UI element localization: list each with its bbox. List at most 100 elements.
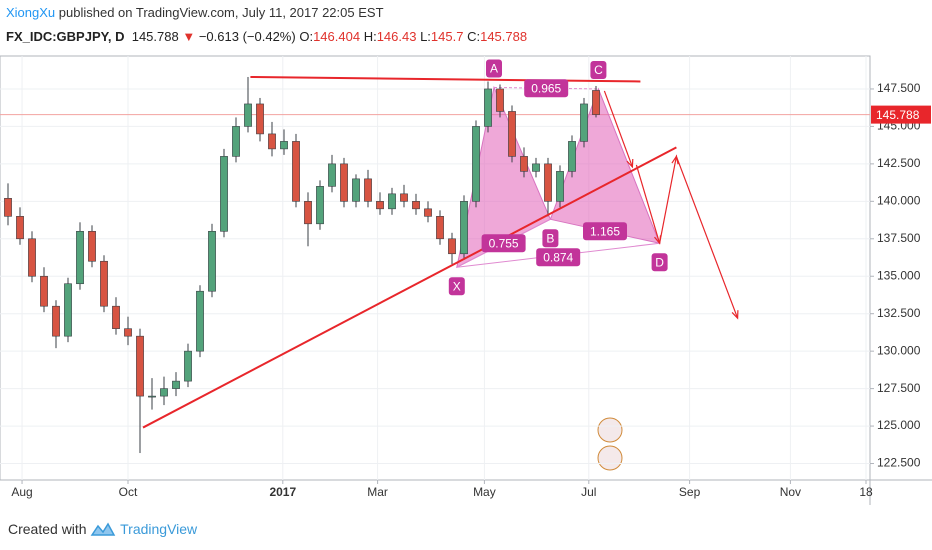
- candle-body: [292, 141, 300, 202]
- point-label: A: [490, 62, 498, 76]
- candle-body: [244, 103, 252, 127]
- point-label-box: [486, 59, 503, 78]
- candle-body: [580, 103, 588, 142]
- open: 146.404: [313, 29, 361, 44]
- candle-body: [148, 395, 156, 398]
- candle-body: [100, 260, 108, 307]
- created-with: Created with: [8, 521, 87, 537]
- candle-body: [196, 290, 204, 352]
- candle-body: [376, 201, 384, 210]
- brand[interactable]: TradingView: [120, 521, 198, 537]
- arrow-head: [626, 158, 634, 169]
- point-label: C: [594, 63, 603, 77]
- change: −0.613 (−0.42%): [198, 29, 296, 44]
- high-label: H:: [363, 29, 377, 44]
- ratio-label: 0.874: [543, 250, 573, 264]
- y-tick-label: 127.500: [877, 381, 921, 395]
- author[interactable]: XiongXu: [6, 5, 56, 20]
- trendline: [250, 75, 641, 83]
- candle-body: [304, 201, 312, 225]
- candle-body: [400, 193, 408, 202]
- candle-body: [208, 230, 216, 292]
- x-tick-label: Jul: [581, 485, 596, 499]
- y-tick-label: 135.000: [877, 268, 921, 282]
- x-tick-label: Mar: [367, 485, 388, 499]
- x-tick-label: 18: [859, 485, 873, 499]
- candle-body: [352, 178, 360, 202]
- candle-body: [448, 238, 456, 255]
- ratio-label: 0.755: [489, 236, 519, 250]
- icon-circle: [597, 417, 623, 443]
- candle-body: [592, 90, 600, 115]
- close: 145.788: [480, 29, 528, 44]
- trendline: [142, 146, 677, 429]
- candle-body: [64, 283, 72, 337]
- candle-body: [88, 230, 96, 262]
- y-tick-label: 130.000: [877, 343, 921, 357]
- ratio-box: [536, 248, 581, 267]
- header-line: XiongXu published on TradingView.com, Ju…: [6, 5, 384, 20]
- candle-body: [484, 88, 492, 127]
- last: 145.788: [131, 29, 179, 44]
- plot-frame: [0, 55, 871, 481]
- candle-body: [556, 171, 564, 202]
- open-label: O:: [299, 29, 314, 44]
- y-tick-label: 137.500: [877, 231, 921, 245]
- candle-body: [172, 380, 180, 389]
- candle-body: [16, 216, 24, 240]
- point-label-box: [590, 60, 607, 79]
- point-label: B: [546, 231, 554, 245]
- low: 145.7: [430, 29, 464, 44]
- cd-arrow: [635, 164, 661, 244]
- ratio-label: 1.165: [590, 224, 620, 238]
- candle-body: [220, 156, 228, 232]
- icon-circle: [597, 445, 623, 471]
- symbol-line: FX_IDC:GBPJPY, D 145.788 ▼ −0.613 (−0.42…: [6, 29, 527, 44]
- candle-body: [496, 88, 504, 112]
- y-tick-label: 125.000: [877, 418, 921, 432]
- candle-body: [508, 111, 516, 157]
- candle-body: [184, 350, 192, 382]
- arrow: ▼: [182, 29, 196, 44]
- candle-body: [268, 133, 276, 150]
- candle-body: [424, 208, 432, 217]
- arrow-head: [671, 154, 679, 165]
- candle-body: [76, 230, 84, 285]
- cd-arrow: [603, 90, 633, 168]
- candle-body: [568, 141, 576, 172]
- candle-body: [544, 163, 552, 202]
- candle-body: [412, 201, 420, 210]
- candle-body: [520, 156, 528, 172]
- last-price-box: [871, 105, 931, 124]
- candle-body: [4, 198, 12, 217]
- x-tick-label: Oct: [119, 485, 138, 499]
- candle-body: [160, 388, 168, 397]
- y-tick-label: 142.500: [877, 156, 921, 170]
- footer: Created with TradingView: [8, 518, 197, 537]
- ratio-box: [583, 222, 628, 241]
- candle-body: [280, 141, 288, 150]
- candle-body: [52, 305, 60, 337]
- candle-body: [472, 126, 480, 202]
- y-tick-label: 122.500: [877, 456, 921, 470]
- candle-body: [388, 193, 396, 210]
- candle-body: [328, 163, 336, 187]
- candle-body: [112, 305, 120, 329]
- ratio-box: [481, 234, 526, 253]
- point-label: X: [453, 279, 461, 293]
- point-label-box: [448, 277, 465, 296]
- point-label-box: [651, 253, 668, 272]
- chart: 122.500 125.000 127.500 130.000 132.500 135.0…: [0, 55, 932, 505]
- candle-body: [340, 163, 348, 202]
- candle-body: [460, 201, 468, 255]
- x-tick-label: Aug: [11, 485, 32, 499]
- arrow-head: [654, 235, 662, 245]
- low-label: L:: [420, 29, 431, 44]
- candle-body: [532, 163, 540, 172]
- x-tick-label: May: [473, 485, 496, 499]
- candle-body: [256, 103, 264, 135]
- candle-body: [40, 275, 48, 307]
- point-label-box: [542, 229, 559, 248]
- point-label: D: [655, 255, 664, 269]
